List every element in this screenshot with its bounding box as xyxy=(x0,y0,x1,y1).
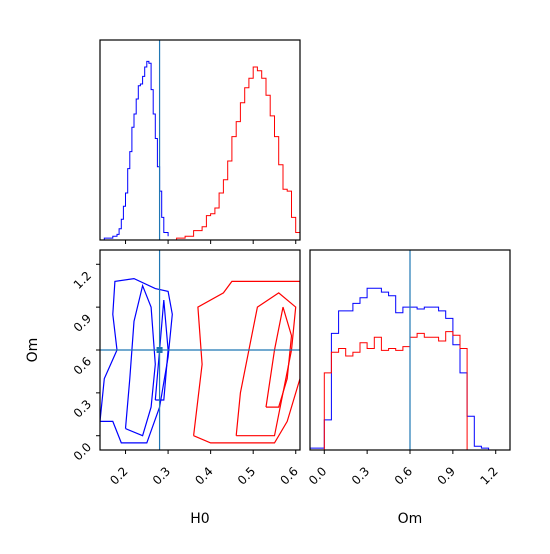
joint-xtick-label-3: 0.5 xyxy=(235,464,258,487)
h0-hist-frame xyxy=(99,39,301,241)
joint-ytick-label-1: 0.3 xyxy=(71,397,94,420)
joint-xtick-label-2: 0.4 xyxy=(192,464,215,487)
joint-ytick-label-4: 1.2 xyxy=(71,269,94,292)
joint-ytick-label-2: 0.6 xyxy=(71,354,94,377)
om-hist-series-0 xyxy=(309,287,503,451)
joint-contour-0-1 xyxy=(124,283,156,437)
joint-contour-1-0 xyxy=(193,280,300,444)
joint-contour-0-2 xyxy=(154,299,169,401)
om-hist-series-1 xyxy=(323,331,468,450)
joint-xlabel: H0 xyxy=(190,511,209,527)
joint-contour-1-1 xyxy=(235,292,297,437)
joint-ylabel: Om xyxy=(25,338,41,363)
om-xlabel: Om xyxy=(398,511,423,527)
joint-xtick-label-4: 0.6 xyxy=(277,464,300,487)
om-hist-xtick-label-3: 0.9 xyxy=(435,464,458,487)
h0-hist-series-1 xyxy=(168,66,301,241)
h0-hist-series-0 xyxy=(100,60,169,241)
joint-xtick-label-0: 0.2 xyxy=(107,464,130,487)
om-hist-xtick-label-1: 0.3 xyxy=(349,464,372,487)
joint-contour-group xyxy=(100,277,300,444)
om-hist-xtick-label-2: 0.6 xyxy=(392,464,415,487)
joint-contour-1-2 xyxy=(265,306,293,408)
joint-truth-marker xyxy=(156,347,163,353)
om-hist-xtick-label-0: 0.0 xyxy=(306,464,329,487)
joint-contour-0-0 xyxy=(100,277,173,444)
joint-ytick-label-3: 0.9 xyxy=(71,311,94,334)
joint-xtick-label-1: 0.3 xyxy=(150,464,173,487)
joint-ytick-label-0: 0.0 xyxy=(71,440,94,463)
om-hist-xtick-label-4: 1.2 xyxy=(477,464,500,487)
